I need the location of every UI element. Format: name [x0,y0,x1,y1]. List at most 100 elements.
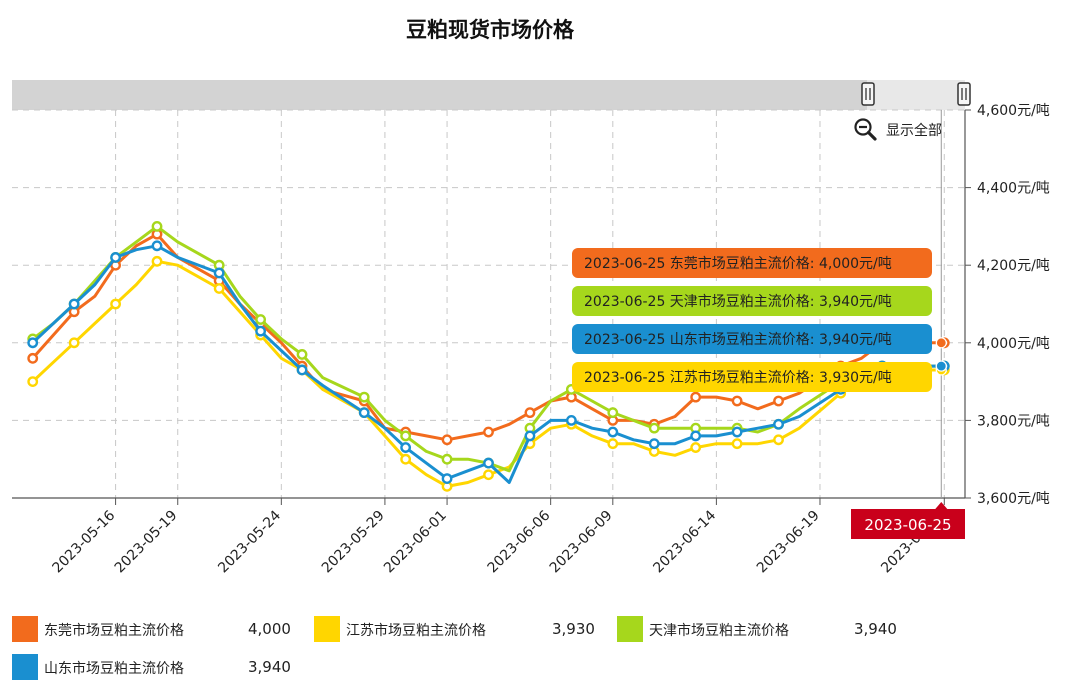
show-all-button[interactable]: 显示全部 [853,117,963,141]
data-point [690,430,702,442]
tooltip-box [572,324,932,354]
data-point [441,473,453,484]
data-point [400,453,412,465]
legend-series-value: 4,000 [248,620,291,638]
data-point [358,407,370,419]
y-tick-label: 4,000元/吨 [977,336,1050,352]
navigator-handle[interactable] [861,82,875,106]
crosshair-point [935,360,947,372]
data-point [441,453,453,465]
navigator-handle[interactable] [957,82,971,106]
data-point [648,422,660,434]
y-tick-label: 4,400元/吨 [977,181,1050,197]
data-point [110,252,121,263]
crosshair-point [935,337,947,349]
data-point [483,426,494,438]
crosshair-date-flag [851,509,965,539]
legend-item-jiangsu[interactable]: 江苏市场豆粕主流价格 3,930 [314,616,604,642]
data-point [731,438,743,450]
legend-item-shandong[interactable]: 山东市场豆粕主流价格 3,940 [12,654,302,680]
y-tick-label: 4,200元/吨 [977,258,1050,274]
data-point [213,283,225,294]
tooltip-text: 2023-06-25 东莞市场豆粕主流价格: 4,000元/吨 [584,255,892,272]
series-3 [27,240,950,484]
legend-series-name: 天津市场豆粕主流价格 [649,623,789,639]
data-point [690,391,702,403]
series-line [31,232,945,442]
data-point [607,438,619,450]
data-point [524,430,536,442]
data-point [358,391,370,403]
legend-series-value: 3,940 [248,658,291,676]
series-line [31,244,945,484]
data-point [773,434,784,446]
x-tick-label: 2023-06-09 [547,508,616,577]
legend-series-name: 东莞市场豆粕主流价格 [44,623,184,639]
legend-series-value: 3,930 [552,620,595,638]
navigator-track [12,80,965,110]
data-point [27,352,39,364]
navigator-selection [867,80,965,110]
data-point [607,407,619,419]
data-point [68,337,80,349]
tooltip-text: 2023-06-25 天津市场豆粕主流价格: 3,940元/吨 [584,293,892,310]
data-point [773,418,784,430]
series-line [31,259,945,488]
data-point [607,426,619,438]
data-point [296,364,308,376]
y-tick-label: 4,600元/吨 [977,103,1050,119]
legend-series-name: 江苏市场豆粕主流价格 [346,623,486,639]
crosshair-date-label: 2023-06-25 [864,516,951,534]
show-all-label: 显示全部 [886,123,942,139]
data-point [296,349,308,360]
data-point [151,220,163,232]
crosshair-date-flag-pointer [935,502,948,509]
data-point [400,442,412,453]
legend-swatch [12,616,38,642]
data-point [524,407,536,419]
data-point [483,469,494,481]
legend-swatch [617,616,643,642]
x-tick-label: 2023-06-01 [381,508,450,577]
data-point [27,337,39,349]
legend-item-tianjin[interactable]: 天津市场豆粕主流价格 3,940 [617,616,907,642]
data-point [110,298,121,310]
y-tick-label: 3,800元/吨 [977,413,1050,429]
data-point [648,438,660,450]
x-tick-label: 2023-05-16 [50,507,119,576]
chart-title: 豆粕现货市场价格 [406,18,574,42]
legend-series-value: 3,940 [854,620,897,638]
tooltip-box [572,362,932,392]
data-point [27,376,39,387]
data-point [773,395,784,407]
zoom-out-icon [854,118,877,141]
y-tick-label: 3,600元/吨 [977,491,1050,507]
data-point [483,457,494,469]
data-point [731,426,743,438]
legend-swatch [12,654,38,680]
tooltip-text: 2023-06-25 江苏市场豆粕主流价格: 3,930元/吨 [584,369,892,386]
legend-item-dongguan[interactable]: 东莞市场豆粕主流价格 4,000 [12,616,302,642]
tooltip-box [572,286,932,316]
price-line-chart: 3,600元/吨 3,800元/吨 4,000元/吨 4,200元/吨 4,400元/吨… [12,80,1050,577]
data-point [255,314,267,325]
data-point [400,430,412,442]
x-tick-label: 2023-05-29 [319,508,388,577]
tooltip-box [572,248,932,278]
data-point [565,414,577,426]
x-tick-label: 2023-05-19 [112,508,181,577]
data-point [151,255,163,267]
x-tick-label: 2023-06-06 [485,507,554,576]
x-tick-label: 2023-06-19 [754,508,823,577]
x-tick-label: 2023-05-24 [215,507,284,576]
data-point [441,434,453,446]
data-point [213,267,225,279]
chart-legend: 东莞市场豆粕主流价格 4,000 江苏市场豆粕主流价格 3,930 天津市场豆粕… [0,610,1085,698]
data-point [68,298,80,310]
data-point [151,240,163,252]
legend-swatch [314,616,340,642]
data-point [255,325,267,337]
x-tick-label: 2023-06-14 [650,507,719,576]
tooltip-text: 2023-06-25 山东市场豆粕主流价格: 3,940元/吨 [584,331,892,348]
data-point [690,442,702,453]
